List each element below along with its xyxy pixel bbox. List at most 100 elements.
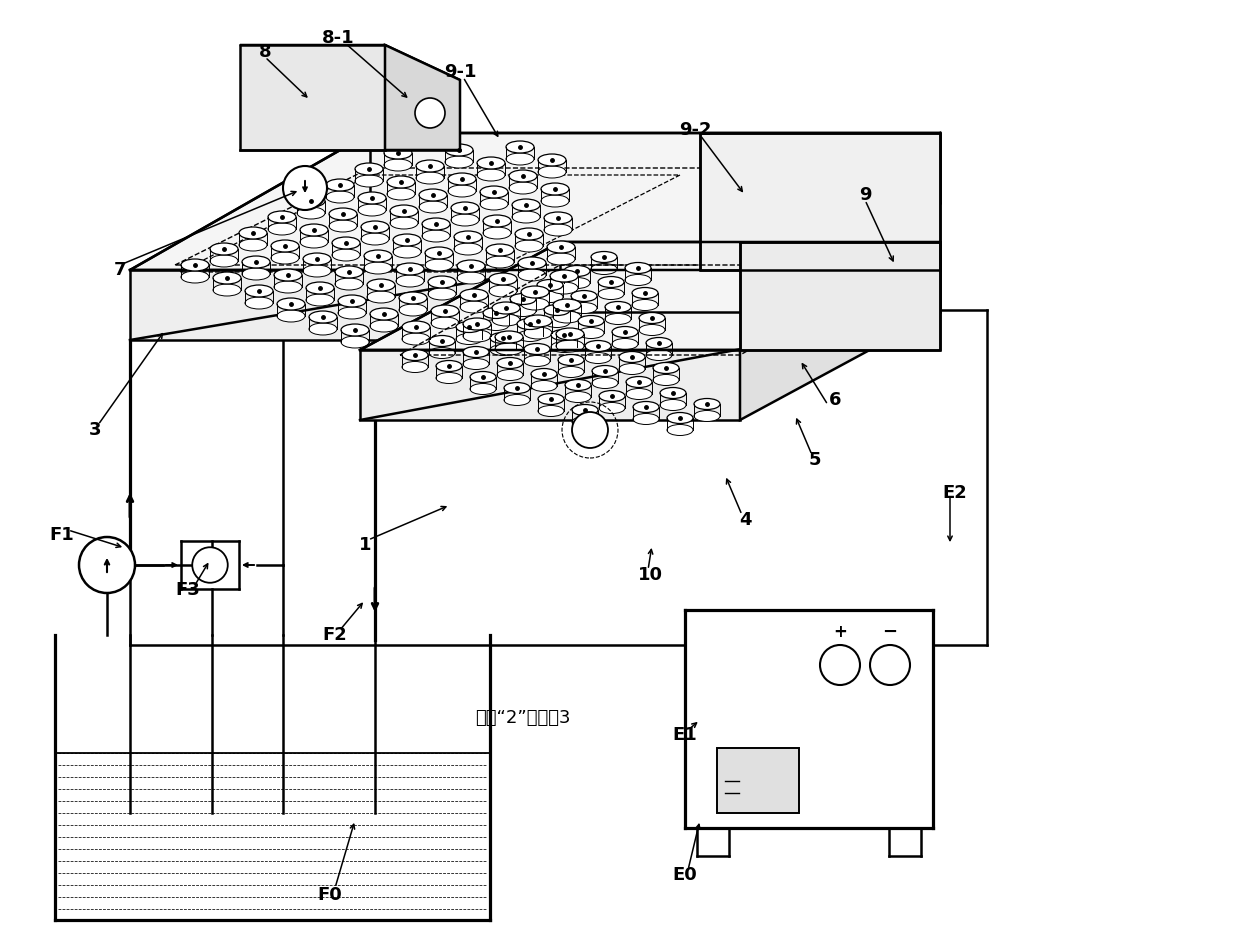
Ellipse shape — [448, 185, 476, 197]
Ellipse shape — [572, 404, 598, 415]
Ellipse shape — [613, 338, 639, 349]
Ellipse shape — [564, 266, 590, 277]
Ellipse shape — [393, 234, 422, 246]
Circle shape — [415, 98, 445, 128]
Ellipse shape — [556, 328, 584, 340]
Ellipse shape — [625, 274, 651, 285]
Ellipse shape — [570, 290, 596, 301]
Text: 9-1: 9-1 — [444, 63, 476, 81]
Ellipse shape — [558, 366, 584, 378]
Ellipse shape — [517, 331, 543, 342]
Ellipse shape — [646, 337, 672, 349]
Ellipse shape — [463, 330, 491, 342]
Ellipse shape — [553, 311, 582, 323]
Ellipse shape — [598, 277, 624, 287]
Ellipse shape — [512, 211, 539, 223]
Ellipse shape — [451, 214, 479, 226]
Ellipse shape — [599, 391, 625, 401]
Text: 4: 4 — [739, 511, 751, 529]
Text: 5: 5 — [808, 451, 821, 469]
Text: 10: 10 — [637, 566, 662, 584]
Text: 6: 6 — [828, 391, 841, 409]
Ellipse shape — [613, 327, 639, 337]
Polygon shape — [717, 748, 799, 813]
Ellipse shape — [518, 257, 546, 269]
Ellipse shape — [436, 361, 463, 371]
Ellipse shape — [402, 362, 428, 372]
Ellipse shape — [402, 333, 430, 345]
Ellipse shape — [551, 330, 577, 340]
Polygon shape — [130, 133, 940, 270]
Ellipse shape — [335, 278, 363, 290]
Ellipse shape — [384, 159, 412, 171]
Ellipse shape — [415, 172, 444, 184]
Ellipse shape — [497, 358, 523, 368]
Ellipse shape — [660, 387, 686, 398]
Ellipse shape — [632, 300, 658, 311]
Ellipse shape — [503, 382, 529, 394]
Ellipse shape — [525, 327, 552, 339]
Ellipse shape — [486, 256, 515, 268]
Ellipse shape — [667, 425, 693, 435]
Ellipse shape — [463, 359, 489, 369]
Circle shape — [283, 166, 327, 210]
Ellipse shape — [653, 375, 680, 385]
Ellipse shape — [277, 310, 305, 322]
Ellipse shape — [515, 228, 543, 240]
Polygon shape — [360, 242, 940, 350]
Ellipse shape — [541, 195, 569, 207]
Ellipse shape — [210, 255, 238, 267]
Ellipse shape — [525, 315, 552, 327]
Ellipse shape — [506, 141, 534, 153]
Ellipse shape — [639, 324, 665, 335]
Ellipse shape — [515, 240, 543, 252]
Ellipse shape — [402, 349, 428, 361]
Text: E0: E0 — [672, 866, 697, 884]
Ellipse shape — [339, 307, 366, 319]
Ellipse shape — [460, 289, 489, 301]
Ellipse shape — [341, 336, 370, 348]
Ellipse shape — [419, 189, 446, 201]
Ellipse shape — [495, 331, 523, 343]
Ellipse shape — [626, 377, 652, 387]
Ellipse shape — [396, 263, 424, 275]
Ellipse shape — [660, 399, 686, 411]
Ellipse shape — [605, 301, 631, 313]
Text: F2: F2 — [322, 626, 347, 644]
Ellipse shape — [436, 372, 463, 383]
Ellipse shape — [268, 211, 296, 223]
Ellipse shape — [367, 279, 396, 291]
Ellipse shape — [521, 286, 549, 298]
Ellipse shape — [556, 340, 584, 352]
Text: F0: F0 — [317, 886, 342, 904]
Text: F1: F1 — [50, 526, 74, 544]
Ellipse shape — [477, 169, 505, 181]
Ellipse shape — [503, 395, 529, 405]
Text: F3: F3 — [176, 581, 201, 599]
Polygon shape — [740, 242, 940, 350]
Ellipse shape — [309, 311, 337, 323]
Ellipse shape — [694, 411, 720, 421]
Ellipse shape — [399, 304, 427, 316]
Ellipse shape — [484, 227, 511, 239]
Polygon shape — [360, 350, 740, 420]
Ellipse shape — [484, 307, 508, 318]
Ellipse shape — [213, 284, 241, 296]
Ellipse shape — [335, 266, 363, 278]
Ellipse shape — [181, 271, 210, 283]
Ellipse shape — [422, 218, 450, 230]
Ellipse shape — [454, 231, 482, 243]
Ellipse shape — [358, 204, 386, 216]
Text: 8: 8 — [259, 43, 272, 61]
Ellipse shape — [181, 259, 210, 271]
Ellipse shape — [591, 252, 618, 263]
Ellipse shape — [667, 413, 693, 424]
Ellipse shape — [572, 416, 598, 428]
Ellipse shape — [460, 301, 489, 313]
Ellipse shape — [591, 378, 618, 388]
Ellipse shape — [653, 363, 680, 373]
Ellipse shape — [470, 371, 496, 382]
Ellipse shape — [506, 153, 534, 165]
Ellipse shape — [538, 394, 564, 404]
Circle shape — [820, 645, 861, 685]
